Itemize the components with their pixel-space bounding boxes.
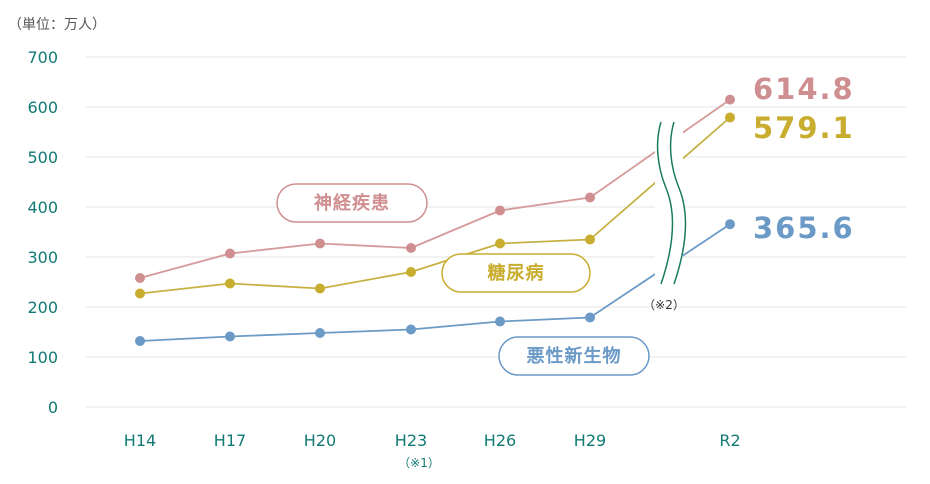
axis-break-line-1 <box>656 121 674 285</box>
x-tick-label: R2 <box>719 431 740 450</box>
axis-break-line-2 <box>669 121 687 285</box>
legend-label-2: 糖尿病 <box>488 262 545 284</box>
series-final-label-1: 614.8 <box>753 72 855 106</box>
series-line-2 <box>139 116 731 295</box>
data-point-1-3 <box>315 238 325 249</box>
annotation-layer: （※2） <box>643 121 687 312</box>
data-point-3-2 <box>225 331 235 342</box>
y-tick-label: 200 <box>27 298 58 317</box>
data-point-2-3 <box>315 283 325 294</box>
data-point-1-4 <box>406 243 416 253</box>
x-tick-label: H26 <box>484 431 516 450</box>
legend-label-1: 神経疾患 <box>314 192 390 214</box>
y-tick-label: 500 <box>27 148 58 167</box>
break-mask <box>655 122 683 292</box>
series-final-label-3: 365.6 <box>753 211 855 245</box>
x-tick-label: H29 <box>574 431 606 450</box>
data-point-2-1 <box>135 288 145 299</box>
axis-layer: （単位：万人） 0 100 200 300 400 500 600 700 H14 H17 H20 H2… <box>8 17 741 470</box>
data-point-3-7 <box>725 219 735 230</box>
data-point-2-5 <box>495 238 505 249</box>
unit-label: （単位：万人） <box>8 17 106 33</box>
break-note-label: （※2） <box>643 298 685 312</box>
data-point-2-2 <box>225 278 235 289</box>
data-point-1-1 <box>135 273 145 283</box>
data-point-3-3 <box>315 328 325 338</box>
data-point-3-6 <box>585 312 595 323</box>
x-tick-label: H14 <box>124 431 156 450</box>
legend-label-3-box <box>498 336 650 376</box>
data-point-1-5 <box>495 205 505 216</box>
data-point-2-7 <box>725 112 735 123</box>
data-point-2-6 <box>585 234 595 245</box>
data-point-3-1 <box>135 336 145 346</box>
y-tick-label: 600 <box>27 98 58 117</box>
x-tick-label: H20 <box>304 431 336 450</box>
y-tick-label: 400 <box>27 198 58 217</box>
data-point-1-7 <box>725 94 735 105</box>
data-point-3-5 <box>495 316 505 327</box>
data-point-1-2 <box>225 248 235 259</box>
legend-label-3: 悪性新生物 <box>527 345 622 367</box>
y-tick-label: 100 <box>27 348 58 367</box>
y-tick-label: 300 <box>27 248 58 267</box>
data-point-2-4 <box>406 267 416 277</box>
grid-layer <box>86 56 906 408</box>
x-tick-label: H23 <box>395 431 427 450</box>
series-layer <box>135 94 735 346</box>
legend-label-1-box <box>276 183 428 223</box>
x-tick-label: H17 <box>214 431 246 450</box>
legend-label-2-box <box>441 253 591 293</box>
x-note-label: （※1） <box>398 456 440 470</box>
y-tick-label: 700 <box>27 48 58 67</box>
y-tick-label: 0 <box>48 398 58 417</box>
series-final-label-2: 579.1 <box>753 111 855 145</box>
data-point-3-4 <box>406 324 416 335</box>
data-point-1-6 <box>585 192 595 203</box>
